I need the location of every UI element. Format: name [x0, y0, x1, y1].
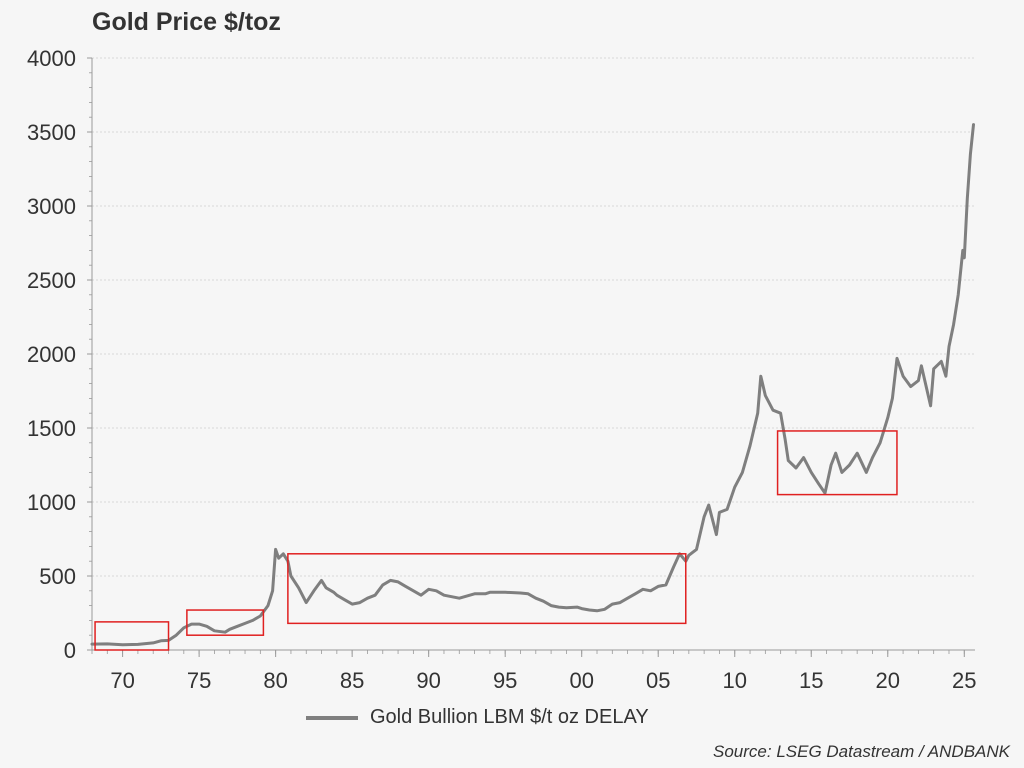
- y-tick-label-500: 500: [39, 564, 76, 589]
- x-tick-label-95: 95: [493, 668, 517, 693]
- grid-lines: [92, 57, 975, 577]
- x-tick-label-05: 05: [646, 668, 670, 693]
- series-layer: [90, 123, 975, 647]
- x-tick-label-20: 20: [876, 668, 900, 693]
- x-tick-label-85: 85: [340, 668, 364, 693]
- chart-title: Gold Price $/toz: [92, 8, 281, 36]
- x-tick-label-70: 70: [110, 668, 134, 693]
- y-tick-label-2500: 2500: [27, 268, 76, 293]
- y-tick-label-3500: 3500: [27, 120, 76, 145]
- x-tick-label-80: 80: [263, 668, 287, 693]
- x-tick-label-15: 15: [799, 668, 823, 693]
- source-note: Source: LSEG Datastream / ANDBANK: [713, 742, 1010, 761]
- y-tick-label-4000: 4000: [27, 46, 76, 71]
- x-tick-label-75: 75: [187, 668, 211, 693]
- x-tick-label-25: 25: [952, 668, 976, 693]
- highlight-box-1: [94, 621, 170, 651]
- highlight-box-4: [776, 430, 898, 496]
- highlight-box-3: [287, 553, 687, 625]
- y-tick-label-1500: 1500: [27, 416, 76, 441]
- y-tick-label-2000: 2000: [27, 342, 76, 367]
- x-tick-label-90: 90: [416, 668, 440, 693]
- legend-label: Gold Bullion LBM $/t oz DELAY: [370, 706, 649, 728]
- y-tick-label-0: 0: [64, 638, 76, 663]
- y-tick-label-1000: 1000: [27, 490, 76, 515]
- legend: Gold Bullion LBM $/t oz DELAY: [306, 706, 649, 729]
- legend-swatch: [306, 715, 358, 720]
- y-tick-label-3000: 3000: [27, 194, 76, 219]
- series-line-0: [90, 123, 975, 647]
- x-tick-label-00: 00: [569, 668, 593, 693]
- highlight-boxes: [94, 430, 898, 651]
- axes: [87, 57, 975, 657]
- x-tick-label-10: 10: [722, 668, 746, 693]
- highlight-box-2: [186, 609, 265, 636]
